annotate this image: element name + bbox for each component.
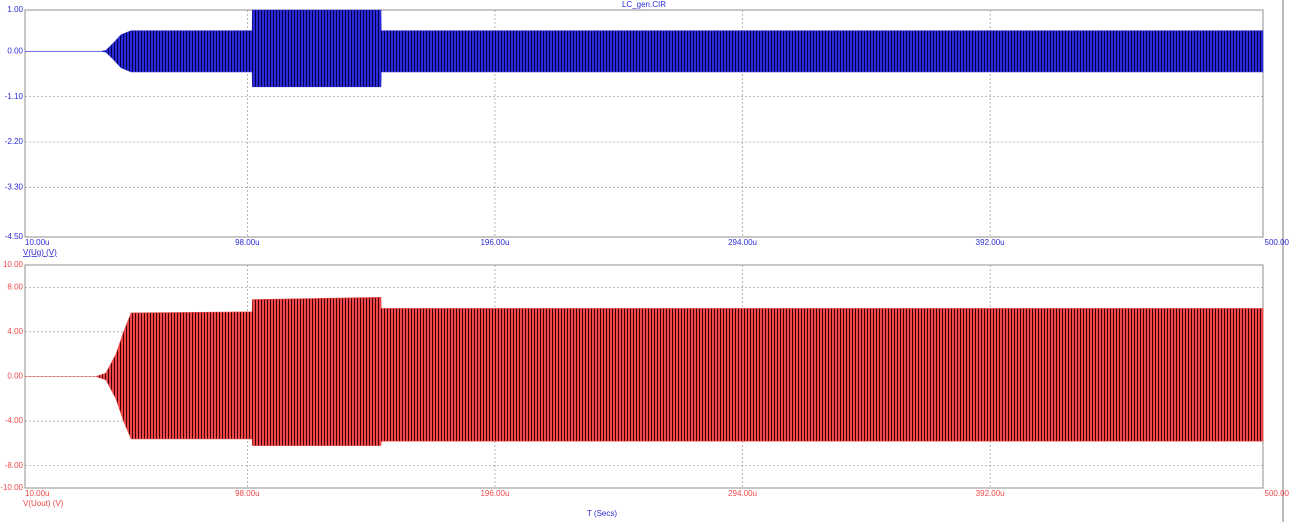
- x-tick-label: 500.00u: [1265, 238, 1289, 247]
- x-tick-label: 392.00u: [976, 238, 1005, 247]
- x-tick-label: 500.00u: [1265, 489, 1289, 498]
- x-tick-label: 10.00u: [25, 489, 49, 498]
- y-tick-label: -10.00: [0, 483, 23, 492]
- y-tick-label: 0.00: [7, 372, 23, 381]
- x-tick-label: 98.00u: [235, 489, 259, 498]
- x-tick-label: 294.00u: [728, 489, 757, 498]
- x-axis-label: T (Secs): [587, 509, 617, 518]
- legend-label: V(Uout) (V): [23, 499, 64, 508]
- y-tick-label: -4.00: [5, 416, 24, 425]
- y-tick-label: 8.00: [7, 282, 23, 291]
- y-tick-label: 0.00: [7, 46, 23, 55]
- y-tick-label: -1.10: [5, 92, 24, 101]
- x-tick-label: 196.00u: [480, 238, 509, 247]
- x-tick-label: 196.00u: [480, 489, 509, 498]
- legend-label: V(Ug) (V): [23, 248, 57, 257]
- y-tick-label: 1.00: [7, 5, 23, 14]
- x-tick-label: 98.00u: [235, 238, 259, 247]
- x-tick-label: 10.00u: [25, 238, 49, 247]
- waveform-envelope: [25, 9, 1264, 88]
- x-tick-label: 392.00u: [976, 489, 1005, 498]
- y-tick-label: -3.30: [5, 183, 24, 192]
- waveform-envelope: [25, 297, 1264, 446]
- y-tick-label: -2.20: [5, 137, 24, 146]
- chart-title: LC_gen.CIR: [622, 0, 666, 9]
- x-tick-label: 294.00u: [728, 238, 757, 247]
- y-tick-label: -8.00: [5, 461, 24, 470]
- y-tick-label: -4.50: [5, 232, 24, 241]
- y-tick-label: 10.00: [3, 260, 24, 269]
- y-tick-label: 4.00: [7, 327, 23, 336]
